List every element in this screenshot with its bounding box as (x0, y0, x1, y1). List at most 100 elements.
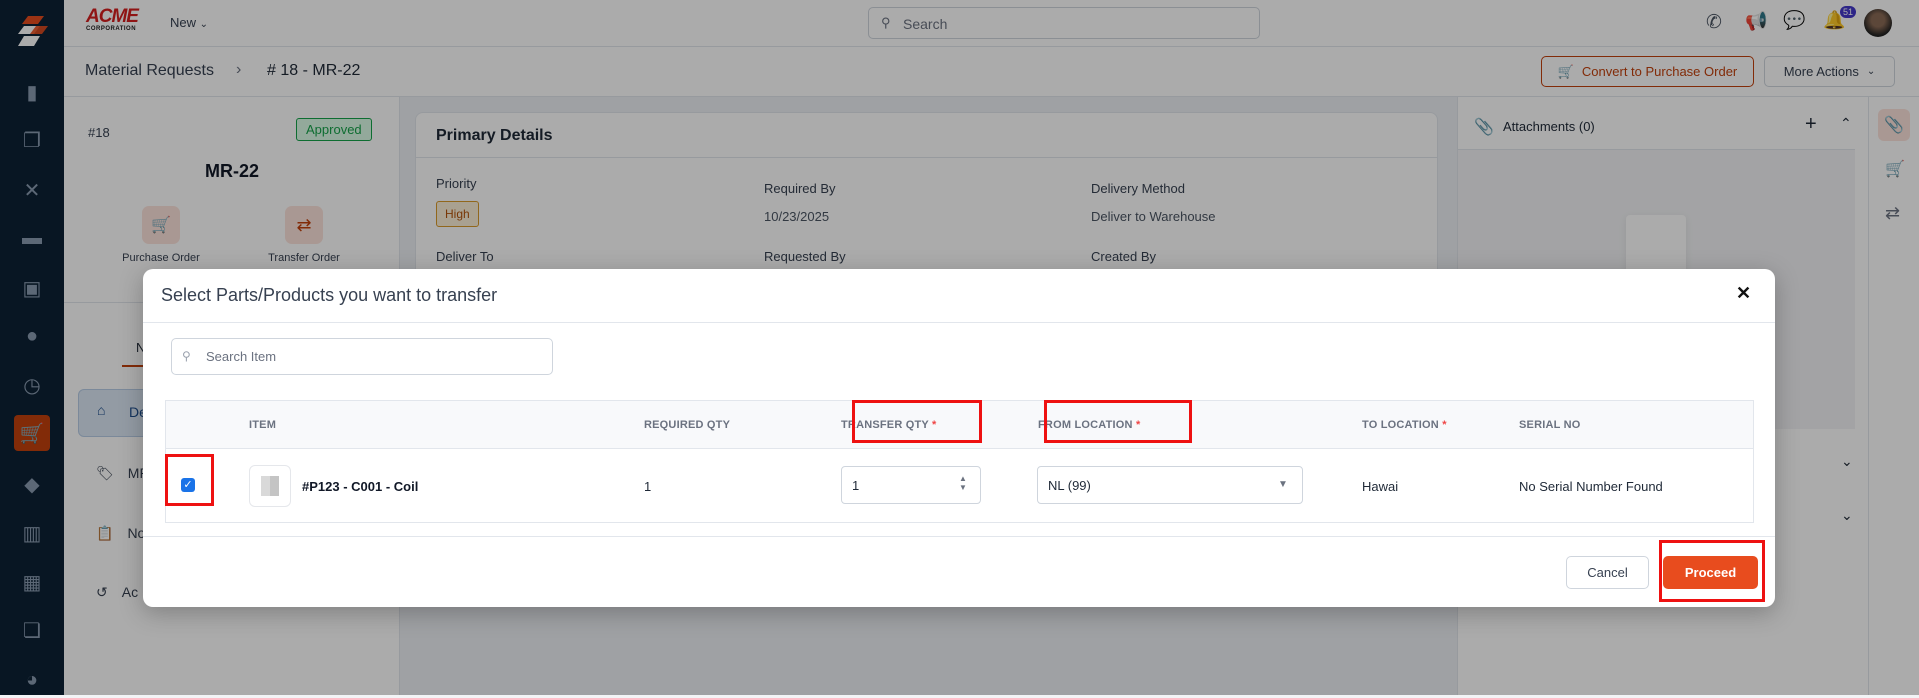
to-location-value: Hawai (1362, 479, 1399, 494)
chevron-right-icon: › (236, 61, 242, 78)
transfer-order-action[interactable]: ⇄ (285, 206, 323, 244)
row-checkbox[interactable]: ✓ (181, 478, 195, 492)
more-actions-button[interactable]: More Actions ⌄ (1764, 56, 1895, 87)
transfer-arrows-icon: ⇄ (296, 214, 312, 235)
history-icon: ↺ (96, 584, 108, 600)
col-from-location: FROM LOCATION * (1038, 419, 1140, 431)
requested-by-label: Requested By (764, 249, 846, 264)
modal-title: Select Parts/Products you want to transf… (161, 285, 498, 305)
notification-badge: 51 (1840, 6, 1857, 18)
cancel-button[interactable]: Cancel (1566, 556, 1649, 589)
home-icon: ⌂ (97, 402, 106, 418)
add-attachment-icon[interactable]: + (1805, 113, 1817, 135)
chevron-down-icon[interactable]: ⌄ (1841, 453, 1853, 469)
search-icon: ⚲ (182, 349, 191, 363)
purchase-order-action[interactable]: 🛒 (142, 206, 180, 244)
cart-icon[interactable]: 🛒 (14, 415, 50, 451)
map-icon[interactable]: ▥ (22, 522, 42, 545)
box-icon (261, 476, 279, 496)
new-label: New (170, 15, 197, 30)
tasks-icon[interactable]: ❐ (23, 129, 41, 152)
stepper-arrows-icon[interactable]: ▲ ▼ (959, 474, 967, 492)
required-mark: * (1442, 419, 1447, 431)
tools-icon[interactable]: ✕ (23, 179, 41, 202)
status-badge: Approved (296, 118, 372, 141)
chevron-down-icon[interactable]: ⌄ (1841, 507, 1853, 523)
dropdown-caret-icon: ▼ (1278, 479, 1288, 490)
acme-logo[interactable]: ACME CORPORATION (86, 6, 139, 32)
transfer-qty-stepper[interactable]: 1 ▲ ▼ (841, 466, 981, 504)
col-from-location-label: FROM LOCATION (1038, 419, 1133, 431)
col-item: ITEM (249, 419, 277, 431)
documents-icon[interactable]: ❏ (23, 619, 41, 642)
paperclip-icon: 📎 (1474, 119, 1494, 136)
search-icon: ⚲ (881, 15, 891, 30)
card-title: Primary Details (436, 127, 553, 144)
nav-item-label: No (127, 525, 146, 541)
item-thumbnail (249, 465, 291, 507)
bell-icon[interactable]: 🔔 (1823, 10, 1846, 30)
breadcrumb: Material Requests › # 18 - MR-22 🛒 Conver… (64, 47, 1919, 97)
convert-label: Convert to Purchase Order (1581, 64, 1738, 79)
calendar-icon[interactable]: ▣ (22, 277, 42, 300)
from-location-value: NL (99) (1048, 478, 1091, 493)
pie-chart-icon[interactable]: ◕ (25, 668, 39, 691)
deliver-to-label: Deliver To (436, 249, 494, 264)
users-icon[interactable]: ● (25, 324, 39, 347)
calculator-icon[interactable]: ▦ (22, 571, 42, 594)
priority-badge: High (436, 201, 479, 227)
required-mark: * (1135, 419, 1141, 431)
megaphone-icon[interactable]: 📢 (1745, 11, 1768, 31)
breadcrumb-current: # 18 - MR-22 (267, 62, 361, 79)
purchase-order-label: Purchase Order (122, 252, 200, 264)
avatar[interactable] (1864, 9, 1892, 37)
attachments-title: Attachments (0) (1503, 119, 1595, 134)
transfer-qty-value: 1 (852, 478, 860, 493)
more-actions-label: More Actions (1783, 64, 1859, 79)
nav-item-label: Ac (121, 584, 139, 600)
delivery-method-label: Delivery Method (1091, 181, 1185, 196)
app-logo-icon[interactable] (14, 14, 50, 50)
paperclip-icon[interactable]: 📎 (1878, 109, 1910, 141)
analytics-icon[interactable]: ▮ (26, 81, 38, 104)
col-serial-no: SERIAL NO (1519, 419, 1581, 431)
col-to-location-label: TO LOCATION (1362, 419, 1439, 431)
cart-dollar-icon[interactable]: 🛒 (1885, 161, 1905, 178)
chat-icon[interactable]: 💬 (1783, 10, 1806, 30)
breadcrumb-parent[interactable]: Material Requests (85, 62, 214, 79)
cart-dollar-icon: 🛒 (1557, 63, 1574, 79)
created-by-label: Created By (1091, 249, 1157, 264)
tag-icon[interactable]: ◆ (24, 473, 40, 496)
top-bar: ACME CORPORATION New ⌄ ⚲ Search ✆ 📢 💬 🔔 … (64, 0, 1919, 47)
proceed-button[interactable]: Proceed (1663, 556, 1758, 589)
convert-to-purchase-order-button[interactable]: 🛒 Convert to Purchase Order (1541, 56, 1754, 87)
proceed-label: Proceed (1684, 565, 1737, 580)
chevron-up-icon[interactable]: ⌃ (1840, 115, 1852, 131)
priority-label: Priority (436, 176, 477, 191)
col-to-location: TO LOCATION * (1362, 419, 1447, 431)
from-location-select[interactable]: NL (99) ▼ (1037, 466, 1303, 504)
record-title: MR-22 (204, 161, 259, 181)
phone-icon[interactable]: ✆ (1706, 12, 1722, 33)
col-transfer-qty-label: TRANSFER QTY (841, 419, 929, 431)
cart-dollar-icon: 🛒 (151, 217, 171, 234)
clipboard-icon: 📋 (96, 525, 114, 541)
new-menu[interactable]: New ⌄ (170, 15, 208, 30)
delivery-method-value: Deliver to Warehouse (1091, 209, 1216, 224)
briefcase-icon[interactable]: ▬ (22, 226, 42, 249)
items-table: ITEM REQUIRED QTY TRANSFER QTY * FROM LO… (165, 400, 1754, 523)
required-mark: * (932, 419, 937, 431)
right-rail: 📎 🛒 ⇄ (1868, 97, 1919, 695)
search-item-input[interactable]: ⚲ Search Item (171, 338, 553, 375)
nav-item-activity[interactable]: ↺ Ac (96, 584, 138, 601)
serial-no-value: No Serial Number Found (1519, 479, 1663, 494)
cancel-label: Cancel (1587, 565, 1628, 580)
close-icon[interactable]: ✕ (1736, 283, 1752, 303)
table-header: ITEM REQUIRED QTY TRANSFER QTY * FROM LO… (166, 401, 1753, 449)
nav-item-notes[interactable]: 📋 No (96, 525, 145, 542)
required-qty-value: 1 (644, 479, 652, 494)
transfer-arrows-icon[interactable]: ⇄ (1885, 203, 1901, 223)
clock-icon[interactable]: ◷ (23, 374, 41, 397)
global-search[interactable]: ⚲ Search (868, 7, 1260, 39)
record-number: #18 (88, 125, 110, 140)
